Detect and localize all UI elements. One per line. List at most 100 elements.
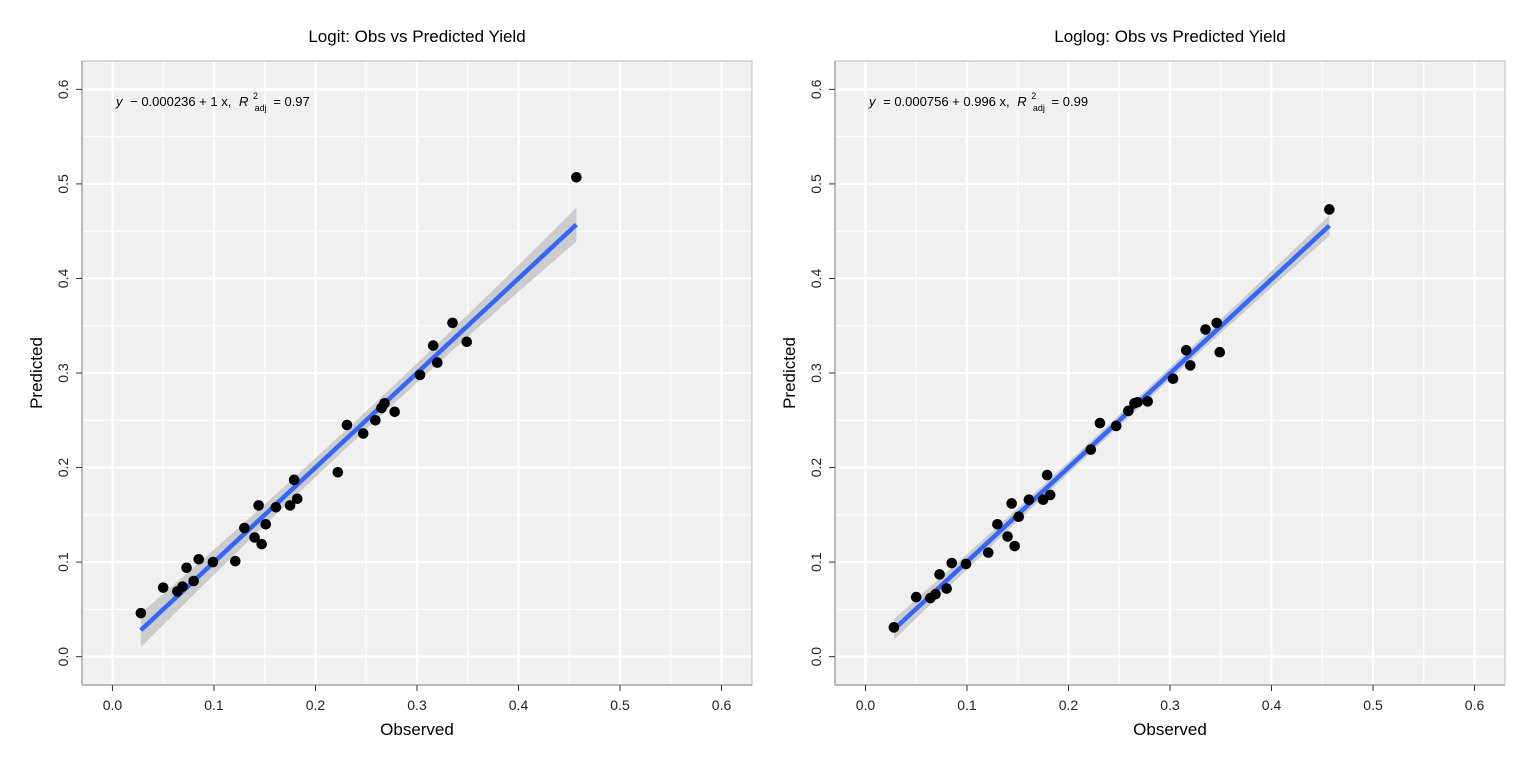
data-point xyxy=(1023,494,1035,505)
data-point xyxy=(357,428,369,439)
y-tick-label: 0.0 xyxy=(808,647,824,667)
x-tick-label: 0.5 xyxy=(1363,697,1383,713)
data-point xyxy=(930,588,941,600)
y-axis-label: Predicted xyxy=(27,337,46,409)
r2-value: = 0.99 xyxy=(1052,94,1089,109)
data-point xyxy=(332,466,344,478)
y-tick-label: 0.5 xyxy=(55,174,71,194)
data-point xyxy=(1085,444,1097,455)
data-point xyxy=(1200,324,1211,335)
y-tick-label: 0.1 xyxy=(808,552,824,572)
r2-superscript: 2 xyxy=(253,91,258,101)
data-point xyxy=(239,522,250,534)
r2-symbol: R xyxy=(239,94,248,109)
r2-symbol: R xyxy=(1017,94,1026,109)
logit-panel: 0.0 0.1 0.2 0.3 0.4 0.5 0.6 0.0 0.1 0.2 0.3 0.4 0.5 0… xyxy=(27,27,753,739)
data-point xyxy=(270,501,282,513)
data-point xyxy=(256,538,267,550)
data-point xyxy=(571,171,582,183)
data-point xyxy=(461,336,473,348)
x-tick-label: 0.3 xyxy=(1160,697,1180,713)
y-tick-label: 0.4 xyxy=(55,269,71,289)
x-tick-label: 0.1 xyxy=(204,697,224,713)
data-point xyxy=(1009,540,1020,552)
data-point xyxy=(1110,420,1122,432)
data-points xyxy=(888,204,1335,633)
y-tick-label: 0.6 xyxy=(55,79,71,99)
data-point xyxy=(1006,498,1017,509)
regression-equation: y = 0.000756 + 0.996 x, R 2 adj = 0.99 xyxy=(868,87,1088,114)
data-point xyxy=(1324,204,1335,215)
x-tick-label: 0.0 xyxy=(856,697,876,713)
equation-rhs: − 0.000236 + 1 x, xyxy=(130,94,231,109)
data-point xyxy=(1142,396,1153,407)
x-axis-label: Observed xyxy=(1133,720,1207,739)
data-point xyxy=(432,357,443,368)
y-tick-label: 0.6 xyxy=(808,79,824,99)
data-point xyxy=(1094,417,1106,429)
data-point xyxy=(341,419,353,431)
data-point xyxy=(934,569,945,580)
x-tick-label: 0.5 xyxy=(610,697,630,713)
y-tick-label: 0.2 xyxy=(55,458,71,478)
x-tick-label: 0.6 xyxy=(712,697,732,713)
data-point xyxy=(414,369,426,381)
axes: 0.0 0.1 0.2 0.3 0.4 0.5 0.6 0.0 0.1 0.2 0.3 0.4 0.5 0… xyxy=(55,60,753,713)
data-point xyxy=(207,556,219,568)
data-point xyxy=(288,474,300,486)
data-point xyxy=(1002,531,1013,542)
r2-subscript: adj xyxy=(255,103,267,113)
y-tick-label: 0.2 xyxy=(808,458,824,478)
data-point xyxy=(157,582,169,593)
x-tick-label: 0.4 xyxy=(1262,697,1282,713)
data-point xyxy=(253,500,264,511)
equation-lhs: y xyxy=(115,94,124,109)
r2-subscript: adj xyxy=(1033,103,1045,113)
data-point xyxy=(1123,405,1134,417)
data-point xyxy=(177,581,188,592)
y-tick-label: 0.5 xyxy=(808,174,824,194)
data-point xyxy=(992,518,1003,530)
data-point xyxy=(1180,345,1192,356)
data-point xyxy=(910,591,922,603)
gridlines xyxy=(82,61,752,685)
data-point xyxy=(447,317,458,329)
data-point xyxy=(1041,469,1053,481)
data-point xyxy=(389,406,400,418)
chart-title: Loglog: Obs vs Predicted Yield xyxy=(1054,27,1286,46)
data-point xyxy=(888,622,900,633)
data-point xyxy=(1044,489,1056,501)
data-point xyxy=(229,555,241,567)
x-tick-label: 0.2 xyxy=(1059,697,1079,713)
x-tick-label: 0.1 xyxy=(957,697,977,713)
data-points xyxy=(135,171,582,619)
regression-equation: y − 0.000236 + 1 x, R 2 adj = 0.97 xyxy=(115,87,310,114)
y-tick-label: 0.0 xyxy=(55,647,71,667)
data-point xyxy=(427,340,439,351)
gridlines xyxy=(835,61,1505,685)
data-point xyxy=(1013,511,1025,523)
x-tick-label: 0.2 xyxy=(306,697,326,713)
equation-rhs: = 0.000756 + 0.996 x, xyxy=(883,94,1010,109)
data-point xyxy=(193,553,205,565)
data-point xyxy=(260,518,272,530)
x-tick-label: 0.6 xyxy=(1465,697,1485,713)
loglog-panel: 0.0 0.1 0.2 0.3 0.4 0.5 0.6 0.0 0.1 0.2 0.3 0.4 0.5 0… xyxy=(780,27,1506,739)
data-point xyxy=(941,583,952,594)
x-tick-label: 0.3 xyxy=(407,697,427,713)
y-tick-label: 0.3 xyxy=(808,363,824,383)
data-point xyxy=(249,532,260,543)
data-point xyxy=(284,500,296,511)
y-axis-label: Predicted xyxy=(780,337,799,409)
data-point xyxy=(1132,397,1143,408)
data-point xyxy=(135,607,147,619)
data-point xyxy=(291,493,303,505)
chart-title: Logit: Obs vs Predicted Yield xyxy=(308,27,525,46)
data-point xyxy=(181,562,192,574)
data-point xyxy=(1214,346,1226,358)
r2-superscript: 2 xyxy=(1031,91,1036,101)
axes: 0.0 0.1 0.2 0.3 0.4 0.5 0.6 0.0 0.1 0.2 0.3 0.4 0.5 0… xyxy=(808,60,1506,713)
data-point xyxy=(370,414,381,426)
x-axis-label: Observed xyxy=(380,720,454,739)
